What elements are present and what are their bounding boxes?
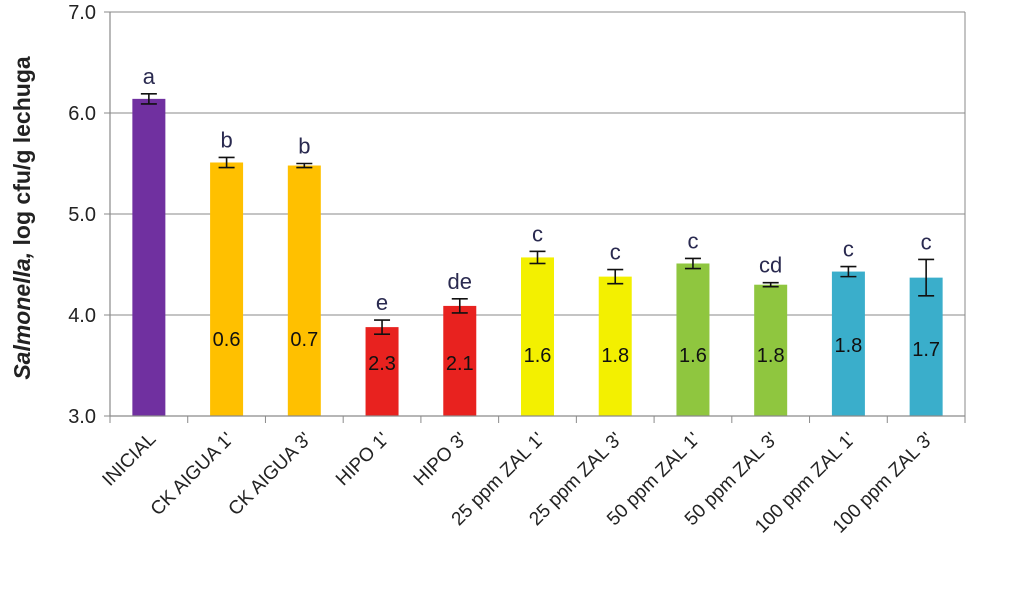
y-axis-title: Salmonella, log cfu/g lechuga — [9, 56, 35, 380]
y-tick-label: 5.0 — [68, 204, 96, 226]
reduction-label: 1.8 — [835, 335, 863, 357]
bar — [521, 257, 554, 416]
y-tick-label: 3.0 — [68, 406, 96, 428]
bar — [676, 263, 710, 416]
x-category-label: HIPO 1' — [332, 429, 393, 490]
y-tick-label: 4.0 — [68, 305, 96, 327]
bar — [754, 284, 788, 416]
bars-group: a b 0.6 b 0.7 e 2.3 de 2.1 c 1.6 c 1.8 c 1.6 cd 1.8 c 1.8 c… — [132, 64, 943, 417]
significance-label: de — [448, 269, 472, 294]
y-tick-label: 6.0 — [68, 103, 96, 125]
x-category-label: CK AIGUA 3' — [225, 429, 316, 520]
bar — [210, 162, 244, 416]
significance-label: e — [376, 290, 388, 315]
significance-label: c — [921, 229, 932, 254]
bar — [132, 98, 166, 417]
significance-label: c — [532, 221, 543, 246]
y-tick-label: 7.0 — [68, 2, 96, 24]
reduction-label: 0.7 — [290, 329, 318, 351]
bar — [287, 165, 321, 416]
y-tick-labels: 3.0 4.0 5.0 6.0 7.0 — [68, 2, 96, 428]
reduction-label: 0.6 — [213, 329, 241, 351]
significance-label: c — [843, 237, 854, 262]
reduction-label: 1.8 — [757, 345, 785, 367]
significance-label: b — [298, 134, 310, 159]
significance-label: b — [220, 127, 232, 152]
y-axis-title-rest: log cfu/g lechuga — [9, 56, 35, 252]
x-category-label: INICIAL — [99, 429, 161, 491]
significance-label: c — [610, 240, 621, 265]
reduction-label: 2.3 — [368, 353, 396, 375]
reduction-label: 1.8 — [601, 345, 629, 367]
reduction-label: 1.7 — [912, 339, 940, 361]
reduction-label: 1.6 — [679, 345, 707, 367]
bar — [831, 271, 865, 416]
x-category-label: HIPO 3' — [410, 429, 471, 490]
y-axis-title-italic: Salmonella, — [9, 252, 35, 380]
bar — [598, 276, 632, 416]
significance-label: a — [143, 64, 156, 89]
significance-label: cd — [759, 253, 782, 278]
bar — [365, 327, 399, 416]
bar — [909, 277, 943, 416]
bar — [443, 305, 477, 416]
reduction-label: 1.6 — [524, 345, 552, 367]
significance-label: c — [687, 228, 698, 253]
axes — [104, 11, 966, 423]
reduction-label: 2.1 — [446, 353, 474, 375]
